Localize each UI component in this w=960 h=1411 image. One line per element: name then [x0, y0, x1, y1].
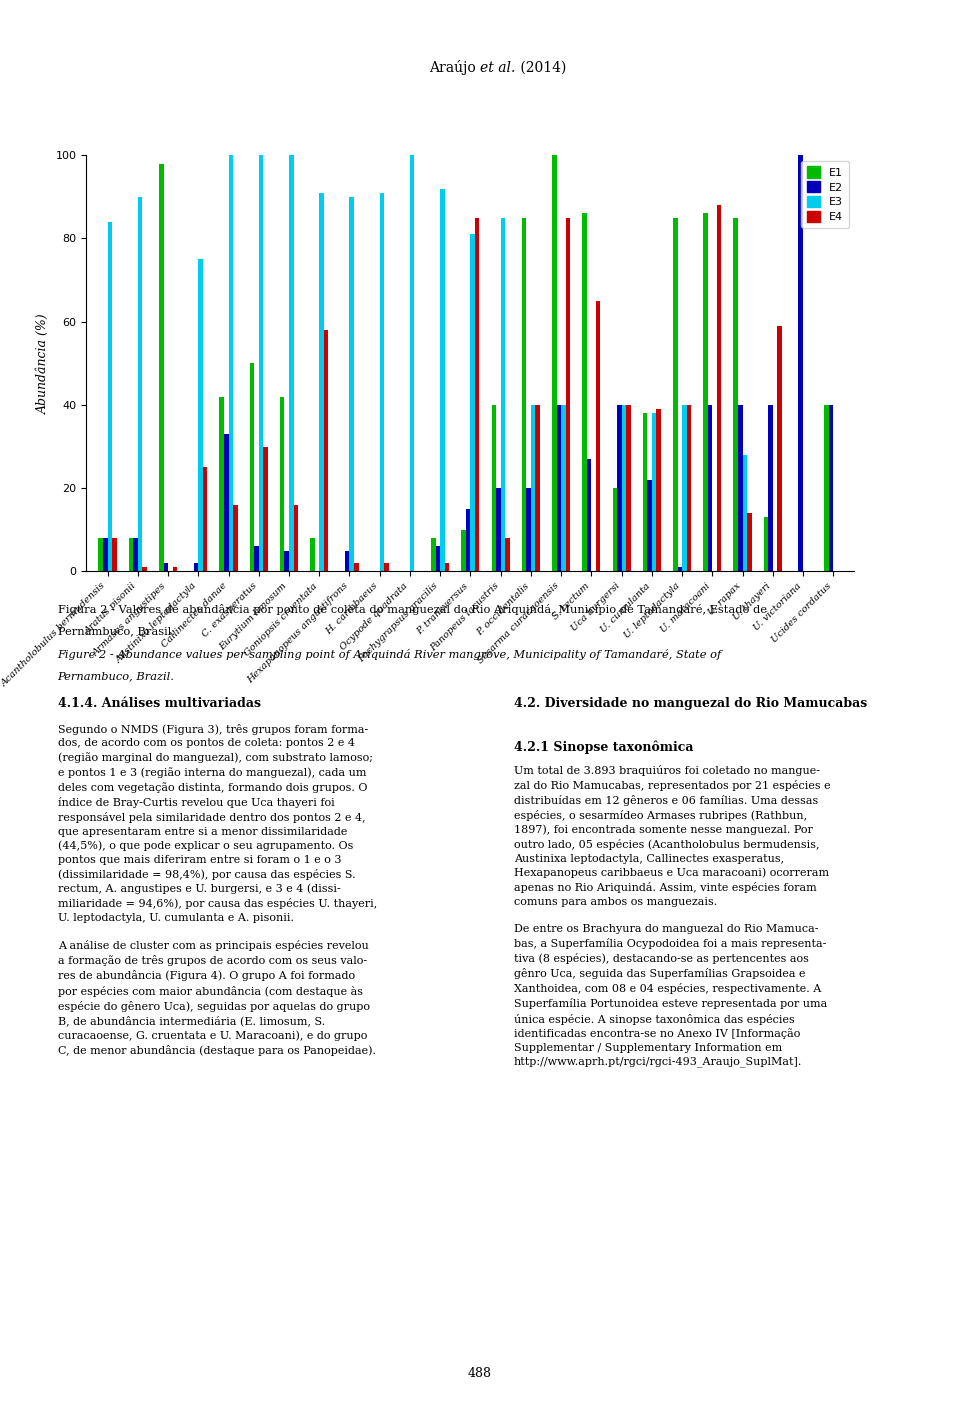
Bar	[626, 405, 631, 571]
Bar	[704, 213, 708, 571]
Bar	[444, 563, 449, 571]
Text: (2014): (2014)	[516, 61, 566, 75]
Bar	[470, 234, 475, 571]
Bar	[173, 567, 177, 571]
Bar	[224, 435, 228, 571]
Bar	[384, 563, 389, 571]
Bar	[259, 155, 263, 571]
Bar	[733, 217, 738, 571]
Bar	[324, 330, 328, 571]
Bar	[103, 538, 108, 571]
Bar	[825, 405, 828, 571]
Bar	[345, 550, 349, 571]
Bar	[764, 518, 768, 571]
Bar	[717, 205, 721, 571]
Bar	[561, 405, 565, 571]
Bar	[280, 396, 284, 571]
Bar	[738, 405, 742, 571]
Bar	[163, 563, 168, 571]
Bar	[349, 196, 354, 571]
Bar	[380, 193, 384, 571]
Bar	[708, 405, 712, 571]
Bar	[138, 196, 142, 571]
Bar	[552, 155, 557, 571]
Text: Pernambuco, Brasil.: Pernambuco, Brasil.	[58, 626, 175, 636]
Bar	[199, 260, 203, 571]
Text: 4.2.1 Sinopse taxonômica: 4.2.1 Sinopse taxonômica	[514, 741, 693, 755]
Bar	[583, 213, 587, 571]
Bar	[673, 217, 678, 571]
Bar	[652, 413, 657, 571]
Bar	[133, 538, 138, 571]
Bar	[159, 164, 163, 571]
Bar	[284, 550, 289, 571]
Bar	[320, 193, 324, 571]
Y-axis label: Abundância (%): Abundância (%)	[37, 313, 50, 413]
Bar	[108, 222, 112, 571]
Bar	[536, 405, 540, 571]
Text: 488: 488	[468, 1367, 492, 1380]
Text: 4.2. Diversidade no manguezal do Rio Mamucabas: 4.2. Diversidade no manguezal do Rio Mam…	[514, 697, 867, 710]
Bar	[436, 546, 441, 571]
Bar	[431, 538, 436, 571]
Bar	[778, 326, 781, 571]
Text: Um total de 3.893 braquiúros foi coletado no mangue-
zal do Rio Mamucabas, repre: Um total de 3.893 braquiúros foi coletad…	[514, 765, 830, 1067]
Bar	[492, 405, 496, 571]
Bar	[647, 480, 652, 571]
Bar	[596, 301, 600, 571]
Bar	[522, 217, 526, 571]
Bar	[526, 488, 531, 571]
Bar	[99, 538, 103, 571]
Bar	[475, 217, 479, 571]
Bar	[220, 396, 224, 571]
Bar	[410, 155, 415, 571]
Text: et al.: et al.	[480, 61, 516, 75]
Bar	[263, 446, 268, 571]
Bar	[194, 563, 199, 571]
Bar	[587, 459, 591, 571]
Bar	[310, 538, 315, 571]
Bar	[254, 546, 259, 571]
Bar	[565, 217, 570, 571]
Bar	[643, 413, 647, 571]
Text: Figura 2 - Valores de abundância por ponto de coleta do manguezal do Rio Ariquin: Figura 2 - Valores de abundância por pon…	[58, 604, 767, 615]
Bar	[294, 505, 298, 571]
Bar	[742, 454, 747, 571]
Bar	[462, 529, 466, 571]
Bar	[112, 538, 116, 571]
Bar	[557, 405, 561, 571]
Bar	[203, 467, 207, 571]
Bar	[496, 488, 500, 571]
Bar	[250, 363, 254, 571]
Bar	[678, 567, 682, 571]
Bar	[531, 405, 536, 571]
Bar	[289, 155, 294, 571]
Bar	[686, 405, 691, 571]
Bar	[612, 488, 617, 571]
Legend: E1, E2, E3, E4: E1, E2, E3, E4	[802, 161, 849, 227]
Bar	[142, 567, 147, 571]
Bar	[657, 409, 660, 571]
Bar	[768, 405, 773, 571]
Text: Figure 2 - Abundance values per sampling point of Ariquindá River mangrove, Muni: Figure 2 - Abundance values per sampling…	[58, 649, 722, 660]
Bar	[505, 538, 510, 571]
Bar	[828, 405, 833, 571]
Bar	[617, 405, 621, 571]
Bar	[233, 505, 237, 571]
Bar	[682, 405, 686, 571]
Bar	[747, 514, 752, 571]
Bar	[466, 509, 470, 571]
Bar	[129, 538, 133, 571]
Text: Araújo: Araújo	[429, 61, 480, 75]
Bar	[621, 405, 626, 571]
Bar	[441, 189, 444, 571]
Bar	[228, 155, 233, 571]
Text: Pernambuco, Brazil.: Pernambuco, Brazil.	[58, 672, 175, 682]
Bar	[354, 563, 358, 571]
Text: Segundo o NMDS (Figura 3), três grupos foram forma-
dos, de acordo com os pontos: Segundo o NMDS (Figura 3), três grupos f…	[58, 724, 377, 1055]
Bar	[799, 155, 803, 571]
Text: 4.1.4. Análises multivariadas: 4.1.4. Análises multivariadas	[58, 697, 260, 710]
Bar	[500, 217, 505, 571]
